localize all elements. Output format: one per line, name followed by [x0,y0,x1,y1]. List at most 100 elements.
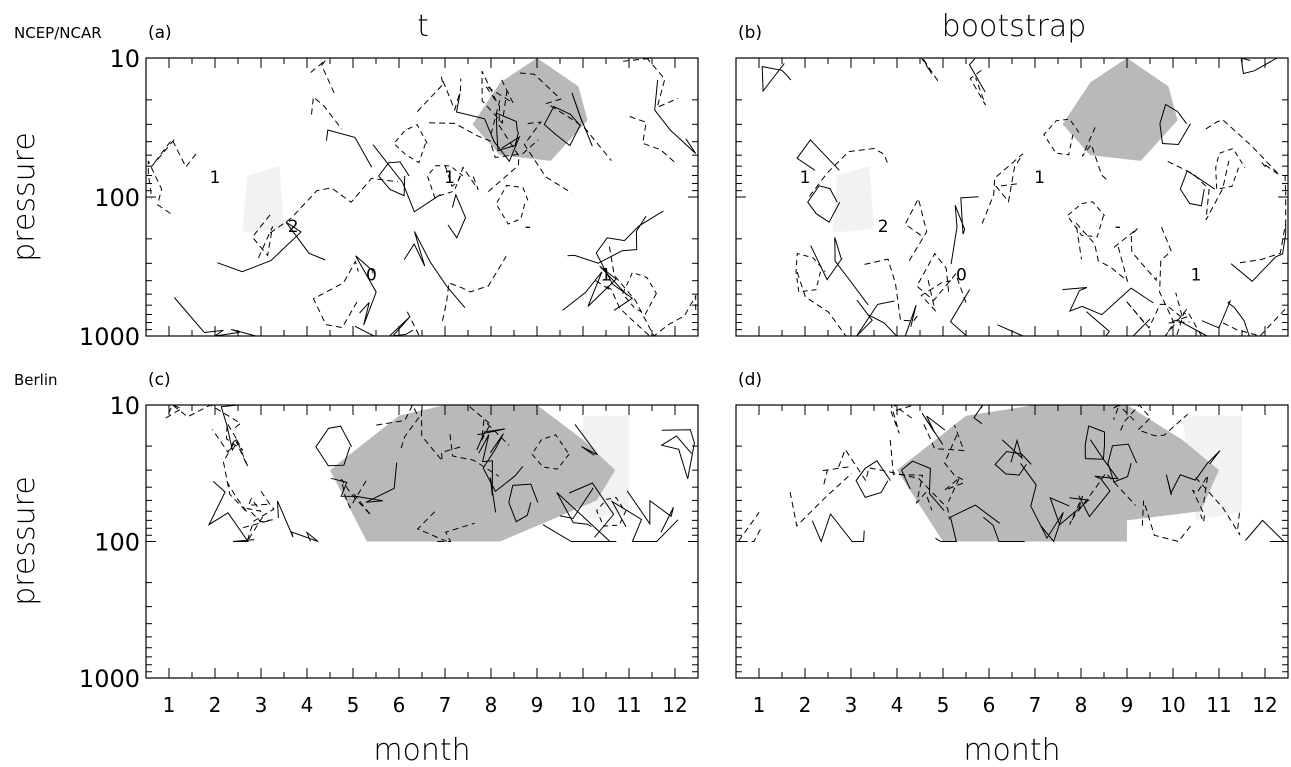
contour-dashed [211,421,249,467]
contour-solid [626,490,674,533]
contour-dashed [796,271,847,337]
x-tick-label: 2 [799,693,812,717]
contour-dashed [1191,475,1209,525]
contour-dashed [822,466,850,485]
contour-dashed [864,258,920,322]
contour-dashed [1168,311,1190,336]
contour-solid [595,210,664,311]
y-tick-label: 10 [109,392,140,420]
x-tick-label: 9 [1121,693,1134,717]
contour-dashed [1195,477,1241,536]
contour-solid [1078,439,1119,518]
contour-loop [315,425,353,467]
contour-solid [403,231,466,309]
contour-label: - [1115,217,1121,237]
contour-loop [495,112,519,152]
contour-dashed [1120,404,1189,437]
contour-solid [1245,519,1286,542]
dark-shading [472,58,588,161]
contour-label: 1 [444,168,455,188]
contour-label: 1 [210,168,221,188]
contour-loop [596,497,627,527]
contour-solid [476,428,505,451]
contour-dashed [487,100,520,192]
contour-label: 1 [1034,168,1045,188]
contour-solid [217,221,326,273]
panel-b: 1 2 0 1 - 1 [735,57,1289,337]
contour-solid [660,429,695,480]
panel-label-d: (d) [738,370,762,390]
x-tick-label: 6 [393,693,406,717]
y-tick-label: 1000 [79,665,140,693]
contour-dashed [789,472,853,527]
panel-d: 1 2 3 4 5 6 7 8 9 10 11 12 [735,403,1289,717]
contour-dashed [920,279,951,313]
contour-dashed [981,153,1024,224]
contour-solid [921,413,946,445]
contour-solid [949,289,981,337]
contour-dashed [246,488,275,542]
contour-loop [855,460,891,498]
y-axis-label-bottom: pressure [7,476,42,606]
contour-solid [220,404,239,452]
contour-solid [542,524,608,542]
contour-solid [810,237,869,306]
contour-dashed [1112,403,1135,421]
contour-dashed [449,434,499,477]
contour-dashed [608,246,697,337]
contour-dashed [623,57,679,109]
x-tick-label: 3 [845,693,858,717]
contour-dashed [890,404,915,434]
contour-loop [1043,118,1081,156]
contour-label: 2 [288,217,299,237]
contour-dashed [1239,174,1287,264]
contour-dashed [1069,472,1136,525]
contour-solid [1240,57,1278,75]
y-tick-label: 1000 [79,323,140,351]
contour-solid [562,265,628,311]
column-title-t: t [417,9,429,44]
contour-solid [277,500,319,542]
contour-loop [543,105,581,147]
contour-solid [447,193,467,239]
contour-solid [1049,496,1090,526]
contour-loop [1107,443,1138,483]
contour-solid [610,500,679,542]
contour-loop [994,450,1032,476]
x-tick-label: 10 [570,693,595,717]
contour-dashed [808,147,888,197]
x-tick-label: 11 [1206,693,1231,717]
x-tick-label: 10 [1160,693,1185,717]
contour-solid [900,460,945,511]
y-tick-label: 100 [94,184,140,212]
contour-dashed [243,497,273,529]
contour-solid [207,481,255,542]
x-tick-label: 9 [531,693,544,717]
contour-solid [796,139,840,171]
contour-solid [1165,450,1221,496]
contour-label: 1 [800,168,811,188]
contour-dashed [944,434,965,502]
contour-dashed [904,197,928,264]
contour-dashed [629,116,676,163]
contour-solid [982,516,1025,542]
panel-label-c: (c) [148,370,171,390]
contour-label: 1 [1191,265,1202,285]
contour-dashed [269,177,398,234]
contour-loop [1179,170,1215,207]
contour-solid [761,63,792,93]
dark-shading [1062,58,1178,161]
contour-dashed [1141,500,1192,543]
contour-dashed [444,165,479,190]
row-label-berlin: Berlin [14,371,58,389]
x-tick-label: 6 [983,693,996,717]
contour-loop [1084,425,1105,460]
contour-dashed [151,137,197,168]
contour-label: 0 [956,265,967,285]
contour-solid [574,424,598,456]
contour-solid [935,504,1000,542]
contour-dashed [916,252,967,304]
contour-label: 0 [366,265,377,285]
contour-dashed [1081,127,1107,180]
